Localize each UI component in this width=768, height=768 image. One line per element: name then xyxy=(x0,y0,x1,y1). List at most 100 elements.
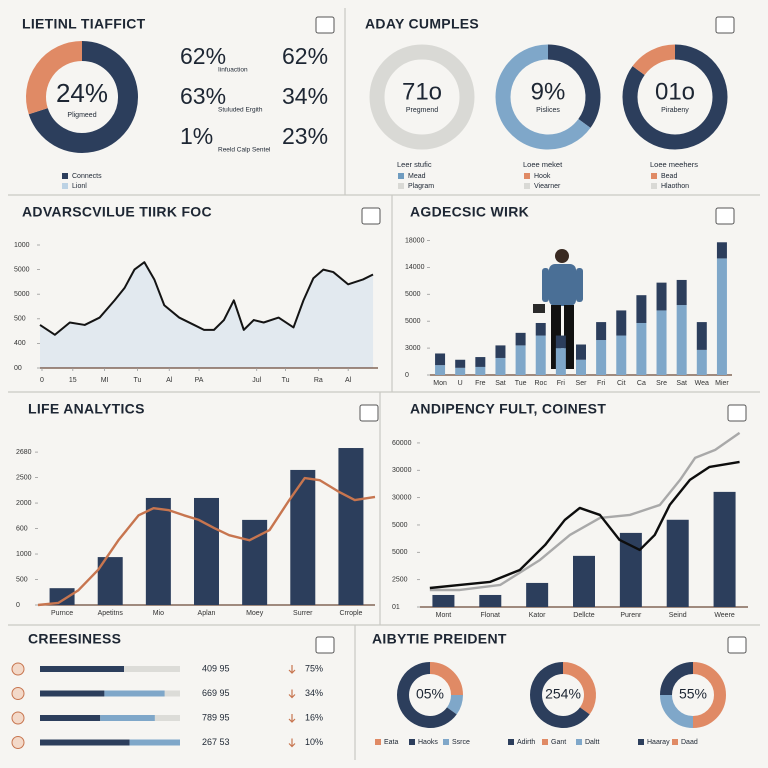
row-arrow xyxy=(288,714,296,723)
icon[interactable] xyxy=(361,207,381,225)
legend-swatch xyxy=(542,739,548,745)
bar xyxy=(573,555,595,607)
bar-segment xyxy=(596,340,607,375)
x-tick-label: Fri xyxy=(597,380,606,387)
bar xyxy=(432,594,455,607)
donut-sub-label: Pregmend xyxy=(406,107,438,114)
legend-label: Hook xyxy=(534,173,551,180)
bar-segment xyxy=(696,349,707,375)
data-line xyxy=(429,460,740,590)
legend-label: Eata xyxy=(384,739,399,746)
icon[interactable] xyxy=(315,636,335,654)
bar-segment xyxy=(515,345,526,375)
y-tick-label: 00 xyxy=(14,365,22,372)
y-tick-label: 5000 xyxy=(14,291,30,298)
donut-segment xyxy=(429,662,463,696)
y-tick-label: 400 xyxy=(14,340,26,347)
bar xyxy=(479,594,502,607)
x-tick-label: 15 xyxy=(69,377,77,384)
stat-label: Stuluded Ergith xyxy=(218,107,263,114)
x-tick-label: Apetitns xyxy=(98,610,124,617)
x-tick-label: Flonat xyxy=(481,612,501,619)
y-tick-label: 30000 xyxy=(392,467,412,474)
x-tick-label: Mon xyxy=(433,380,447,387)
legend-swatch xyxy=(398,173,404,179)
panel-title: LIETINL TIAFFICT xyxy=(22,16,146,32)
y-tick-label: 60000 xyxy=(392,440,412,447)
icon[interactable] xyxy=(715,16,735,34)
bar-segment xyxy=(696,322,707,350)
legend-label: Daad xyxy=(681,739,698,746)
donut-segment xyxy=(660,662,694,696)
bar-segment xyxy=(596,322,607,341)
icon[interactable] xyxy=(359,404,379,422)
x-tick-label: Sat xyxy=(676,380,687,387)
bar-segment xyxy=(716,258,727,375)
donut-segment xyxy=(28,41,138,153)
icon[interactable] xyxy=(715,207,735,225)
y-tick-label: 3000 xyxy=(405,345,421,352)
donut-sub-label: Pligmeed xyxy=(67,112,96,119)
x-tick-label: Sat xyxy=(495,380,506,387)
bar-segment xyxy=(555,335,566,349)
x-tick-label: Tu xyxy=(282,377,290,384)
icon[interactable] xyxy=(727,404,747,422)
x-tick-label: Cit xyxy=(617,380,626,387)
legend-label: Haaray xyxy=(647,739,670,746)
bar-segment xyxy=(535,335,546,375)
bar-segment xyxy=(676,279,687,306)
bar-segment xyxy=(435,353,446,366)
y-tick-label: 1000 xyxy=(16,551,32,558)
panel-title: ANDIPENCY FULT, COINEST xyxy=(410,401,606,417)
bar xyxy=(194,497,219,605)
donut-segment xyxy=(495,44,591,150)
donut-segment xyxy=(622,44,728,150)
legend-label: Haoks xyxy=(418,739,438,746)
row-change: 34% xyxy=(305,688,323,698)
y-tick-label: 01 xyxy=(392,604,400,611)
row-change: 16% xyxy=(305,712,323,722)
x-tick-label: Kator xyxy=(529,612,546,619)
bar-segment xyxy=(676,305,687,375)
x-tick-label: U xyxy=(458,380,463,387)
data-line xyxy=(37,476,376,607)
x-tick-label: Dellcte xyxy=(573,612,595,619)
bar-segment xyxy=(576,359,586,375)
row-icon xyxy=(11,736,25,749)
legend-swatch xyxy=(638,739,644,745)
x-tick-label: 0 xyxy=(40,377,44,384)
x-tick-label: Sre xyxy=(656,380,667,387)
icon[interactable] xyxy=(315,16,335,34)
x-tick-label: Mier xyxy=(715,380,729,387)
progress-segment xyxy=(129,739,180,746)
y-tick-label: 14000 xyxy=(405,264,425,271)
line-area xyxy=(40,262,374,368)
y-tick-label: 500 xyxy=(16,576,28,583)
bar-segment xyxy=(716,242,727,259)
y-tick-label: 5000 xyxy=(392,549,408,556)
legend-label: Mead xyxy=(408,173,426,180)
panel-title: CREESINESS xyxy=(28,631,121,647)
x-tick-label: Ca xyxy=(637,380,646,387)
x-tick-label: Aplan xyxy=(198,610,216,617)
donut-sub-label: Pislices xyxy=(536,107,560,114)
y-tick-label: 500 xyxy=(14,316,26,323)
row-value: 267 53 xyxy=(202,737,230,747)
panel-title: ADAY CUMPLES xyxy=(365,16,479,32)
row-arrow xyxy=(288,738,296,748)
icon[interactable] xyxy=(727,636,747,654)
data-line xyxy=(429,431,741,592)
legend-label: Daltt xyxy=(585,739,599,746)
y-tick-label: 0 xyxy=(16,602,20,609)
stat-label: Reeld Calp Sentel xyxy=(218,147,271,154)
y-tick-label: 600 xyxy=(16,525,28,532)
x-tick-label: Roc xyxy=(535,380,548,387)
person-arm xyxy=(576,268,583,302)
panel-title: ADVARSCVILUE TIIRK FOC xyxy=(22,204,212,220)
donut-segment xyxy=(660,694,694,728)
row-arrow xyxy=(288,689,296,699)
legend-label: Adirth xyxy=(517,739,535,746)
x-tick-label: Tu xyxy=(133,377,141,384)
stat-value: 62% xyxy=(180,43,226,69)
